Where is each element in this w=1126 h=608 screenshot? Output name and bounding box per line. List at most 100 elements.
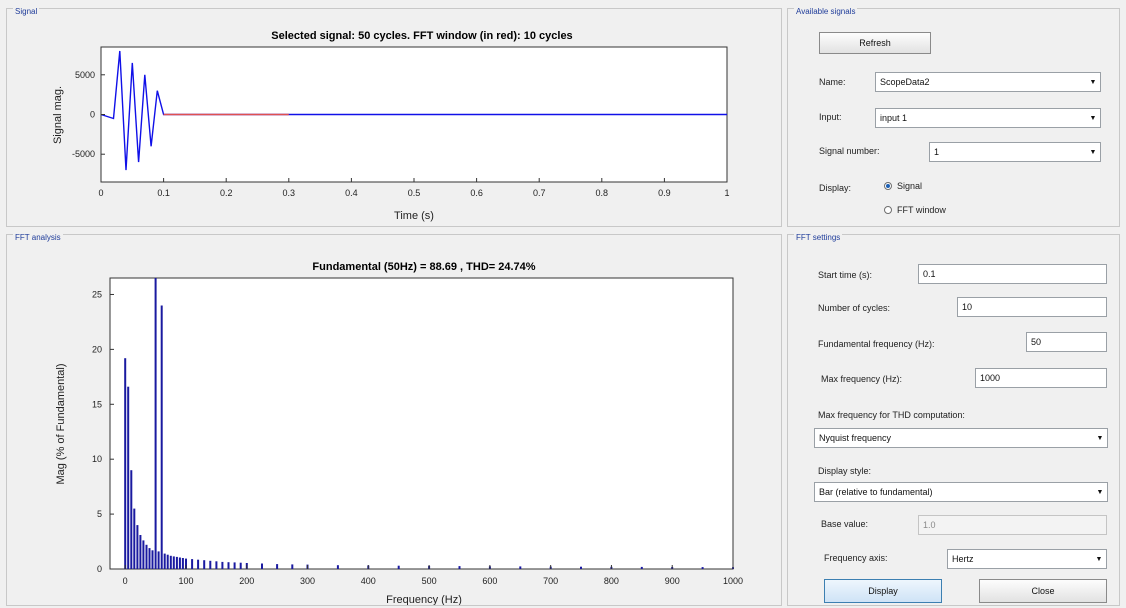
fft-bar (166, 554, 169, 569)
available-signals-panel: Available signals Refresh Name: ScopeDat… (787, 7, 1120, 227)
fft-ytick-label: 20 (92, 344, 102, 354)
base-value-input[interactable]: 1.0 (918, 515, 1107, 535)
fft-bar (185, 558, 187, 569)
fft-panel: FFT analysis Fundamental (50Hz) = 88.69 … (6, 233, 782, 606)
chevron-down-icon: ▼ (1096, 434, 1104, 442)
fft-bar (640, 566, 643, 569)
thd-select[interactable]: Nyquist frequency ▼ (814, 428, 1108, 448)
fft-ytick-label: 25 (92, 289, 102, 299)
signal-xtick-label: 0.7 (533, 188, 546, 198)
fft-bar (154, 278, 157, 569)
name-label: Name: (819, 77, 846, 87)
start-time-label: Start time (s): (818, 270, 873, 280)
input-select[interactable]: input 1 ▼ (875, 108, 1101, 128)
signal-yticks: 5000 0 -5000 (72, 70, 105, 159)
chevron-down-icon: ▼ (1095, 555, 1103, 563)
fft-ytick-label: 10 (92, 454, 102, 464)
radio-fft-window[interactable]: FFT window (884, 205, 946, 215)
thd-select-value: Nyquist frequency (819, 433, 892, 443)
display-style-select[interactable]: Bar (relative to fundamental) ▼ (814, 482, 1108, 502)
fft-bar (160, 305, 163, 569)
fft-bar (130, 470, 133, 569)
fft-bar (181, 558, 184, 569)
radio-signal-dot (884, 182, 892, 190)
fft-settings-title: FFT settings (794, 233, 843, 242)
fft-bar (261, 563, 263, 569)
fft-bar (163, 553, 166, 569)
start-time-input[interactable]: 0.1 (918, 264, 1107, 284)
signal-xtick-label: 0.8 (596, 188, 609, 198)
fft-bar (197, 559, 200, 569)
signal-xlabel: Time (s) (394, 210, 434, 222)
fft-bar (276, 564, 279, 569)
fft-yticks: 25 20 15 10 5 0 (92, 289, 114, 574)
signal-xtick-label: 0.4 (345, 188, 358, 198)
fft-bar (133, 508, 136, 569)
fft-xtick-label: 700 (543, 576, 558, 586)
signal-ytick-label: -5000 (72, 149, 95, 159)
signal-ylabel: Signal mag. (52, 86, 64, 144)
fft-bar (291, 564, 294, 569)
freq-axis-label: Frequency axis: (824, 553, 888, 563)
fft-bar (127, 386, 130, 569)
base-value-label: Base value: (821, 519, 869, 529)
fft-bar (215, 561, 218, 569)
name-select[interactable]: ScopeData2 ▼ (875, 72, 1101, 92)
fft-bar (145, 544, 148, 569)
fft-xtick-label: 400 (361, 576, 376, 586)
signal-series-group (100, 50, 727, 171)
cycles-label: Number of cycles: (818, 303, 891, 313)
signal-xtick-label: 0.5 (408, 188, 421, 198)
signal-series-0 (100, 50, 727, 171)
refresh-button[interactable]: Refresh (819, 32, 931, 54)
fft-xtick-label: 500 (422, 576, 437, 586)
fft-bar (336, 565, 339, 569)
fft-xtick-label: 200 (239, 576, 254, 586)
signal-xtick-label: 0.3 (283, 188, 296, 198)
fft-bar (397, 565, 400, 569)
fft-ytick-label: 0 (97, 564, 102, 574)
fund-freq-input[interactable]: 50 (1026, 332, 1107, 352)
fft-xtick-label: 900 (665, 576, 680, 586)
chevron-down-icon: ▼ (1089, 148, 1097, 156)
radio-signal[interactable]: Signal (884, 181, 922, 191)
chevron-down-icon: ▼ (1096, 488, 1104, 496)
fft-bar (169, 555, 172, 569)
fft-bar (157, 551, 160, 569)
max-freq-label: Max frequency (Hz): (821, 374, 903, 384)
fft-xtick-label: 600 (482, 576, 497, 586)
fft-bar (178, 557, 181, 569)
fft-bar (175, 556, 178, 569)
fft-panel-title: FFT analysis (13, 233, 63, 242)
signal-number-select[interactable]: 1 ▼ (929, 142, 1101, 162)
display-style-label: Display style: (818, 466, 872, 476)
fft-bar (203, 560, 206, 569)
fft-bar (191, 559, 194, 569)
fft-settings-panel: FFT settings Start time (s): 0.1 Number … (787, 233, 1120, 606)
fft-xtick-label: 100 (178, 576, 193, 586)
fft-plot-title: Fundamental (50Hz) = 88.69 , THD= 24.74% (312, 261, 535, 273)
fft-bar (151, 550, 154, 569)
fft-bar (142, 540, 145, 569)
fft-bar (136, 525, 139, 569)
cycles-input[interactable]: 10 (957, 297, 1107, 317)
fft-ylabel: Mag (% of Fundamental) (55, 363, 67, 484)
fft-xtick-label: 300 (300, 576, 315, 586)
fft-bar (701, 567, 704, 569)
display-button[interactable]: Display (824, 579, 942, 603)
display-label: Display: (819, 183, 852, 193)
fft-bar (580, 566, 582, 569)
fft-xtick-label: 800 (604, 576, 619, 586)
signal-xtick-label: 0.2 (220, 188, 233, 198)
close-button[interactable]: Close (979, 579, 1107, 603)
fund-freq-label: Fundamental frequency (Hz): (818, 339, 935, 349)
display-style-value: Bar (relative to fundamental) (819, 487, 933, 497)
signal-plot: Selected signal: 50 cycles. FFT window (… (52, 30, 730, 222)
fft-bar (233, 562, 236, 569)
max-freq-input[interactable]: 1000 (975, 368, 1107, 388)
freq-axis-select[interactable]: Hertz ▼ (947, 549, 1107, 569)
chevron-down-icon: ▼ (1089, 78, 1097, 86)
freq-axis-value: Hertz (952, 554, 974, 564)
fft-bar (239, 562, 242, 569)
fft-ytick-label: 15 (92, 399, 102, 409)
